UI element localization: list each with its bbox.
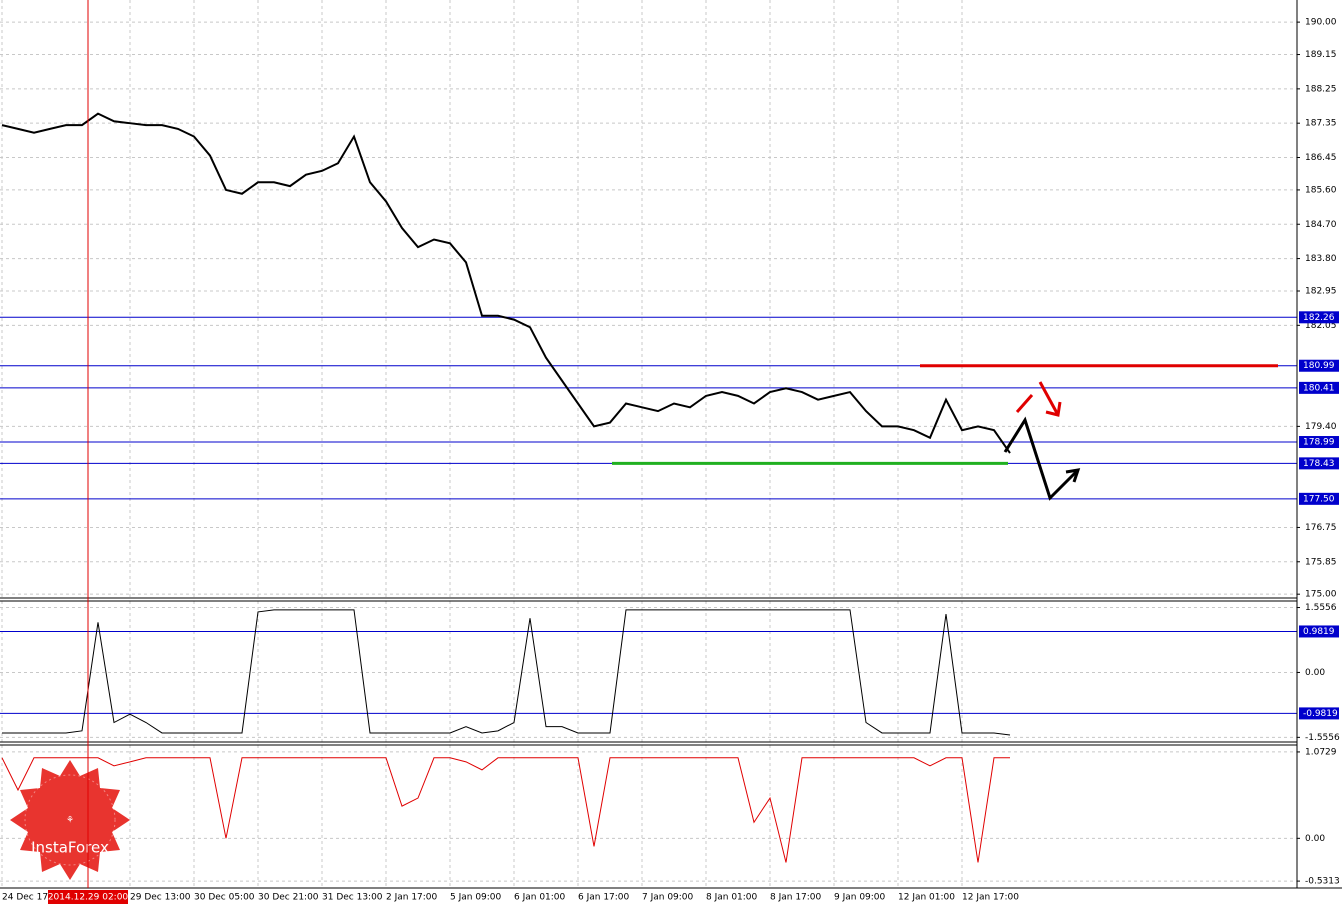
forecast bbox=[1003, 381, 1081, 501]
series-line bbox=[2, 609, 1011, 736]
cursor-label: 2014.12.29 02:00 bbox=[48, 893, 129, 903]
y-tick-label: 185.60 bbox=[1305, 185, 1337, 195]
y-tick-label: -1.5556 bbox=[1305, 733, 1340, 743]
level-label: 178.99 bbox=[1303, 438, 1335, 448]
series-line bbox=[1, 112, 1011, 454]
y-tick-label: 190.00 bbox=[1305, 18, 1337, 28]
y-tick-label: 182.95 bbox=[1305, 286, 1337, 296]
logo: ⚘ InstaForex bbox=[10, 760, 130, 880]
level-box bbox=[1299, 625, 1339, 638]
y-tick-label: 186.45 bbox=[1305, 153, 1337, 163]
y-tick-label: 176.75 bbox=[1305, 523, 1337, 533]
y-tick-label: 187.35 bbox=[1305, 119, 1337, 129]
level-label: 178.43 bbox=[1303, 459, 1335, 469]
y-tick-label: 175.85 bbox=[1305, 557, 1337, 567]
x-tick-label: 9 Jan 09:00 bbox=[834, 893, 886, 903]
y-tick-label: 1.5556 bbox=[1305, 603, 1337, 613]
logo-ring bbox=[24, 774, 116, 866]
y-tick-label: 0.00 bbox=[1305, 834, 1325, 844]
level-box bbox=[1299, 436, 1339, 449]
x-tick-label: 31 Dec 13:00 bbox=[322, 893, 383, 903]
level-box bbox=[1299, 457, 1339, 470]
alt-forecast bbox=[1038, 381, 1060, 416]
x-tick-label: 7 Jan 09:00 bbox=[642, 893, 694, 903]
y-tick-label: -0.5313 bbox=[1305, 877, 1340, 887]
x-tick-label: 8 Jan 17:00 bbox=[770, 893, 822, 903]
level-label: 0.9819 bbox=[1303, 627, 1335, 637]
level-box bbox=[1299, 492, 1339, 505]
x-tick-label: 8 Jan 01:00 bbox=[706, 893, 758, 903]
x-tick-label: 2 Jan 17:00 bbox=[386, 893, 438, 903]
level-label: 177.50 bbox=[1303, 494, 1335, 504]
logo-badge bbox=[10, 760, 130, 880]
y-tick-label: 1.0729 bbox=[1305, 747, 1337, 757]
logo-icon: ⚘ bbox=[66, 816, 74, 826]
x-tick-label: 24 Dec 17: bbox=[2, 893, 51, 903]
y-tick-label: 184.70 bbox=[1305, 220, 1337, 230]
x-tick-label: 30 Dec 05:00 bbox=[194, 893, 255, 903]
level-label: -0.9819 bbox=[1303, 709, 1338, 719]
level-label: 180.99 bbox=[1303, 361, 1335, 371]
y-tick-label: 175.00 bbox=[1305, 590, 1337, 600]
forecast-path bbox=[1003, 416, 1080, 501]
y-tick-label: 188.25 bbox=[1305, 84, 1337, 94]
series-line bbox=[1, 757, 1010, 863]
level-label: 180.41 bbox=[1303, 383, 1335, 393]
x-tick-label: 12 Jan 17:00 bbox=[962, 893, 1019, 903]
forecast-arrowhead bbox=[1065, 468, 1081, 483]
level-box bbox=[1299, 381, 1339, 394]
x-tick-label: 6 Jan 01:00 bbox=[514, 893, 566, 903]
level-box bbox=[1299, 311, 1339, 324]
level-label: 182.26 bbox=[1303, 313, 1335, 323]
alt-forecast bbox=[1015, 394, 1034, 413]
x-tick-label: 29 Dec 13:00 bbox=[130, 893, 191, 903]
y-tick-label: 189.15 bbox=[1305, 50, 1337, 60]
x-tick-label: 6 Jan 17:00 bbox=[578, 893, 630, 903]
x-tick-label: 5 Jan 09:00 bbox=[450, 893, 502, 903]
y-tick-label: 179.40 bbox=[1305, 422, 1337, 432]
y-tick-label: 183.80 bbox=[1305, 254, 1337, 264]
level-box bbox=[1299, 707, 1339, 720]
cursor-label-box bbox=[48, 890, 128, 904]
y-tick-label: 182.05 bbox=[1305, 321, 1337, 331]
x-tick-label: 12 Jan 01:00 bbox=[898, 893, 955, 903]
level-box bbox=[1299, 359, 1339, 372]
y-tick-label: 0.00 bbox=[1305, 668, 1325, 678]
alt-forecast-arrowhead bbox=[1045, 401, 1062, 417]
x-tick-label: 30 Dec 21:00 bbox=[258, 893, 319, 903]
logo-text: InstaForex bbox=[31, 839, 109, 857]
